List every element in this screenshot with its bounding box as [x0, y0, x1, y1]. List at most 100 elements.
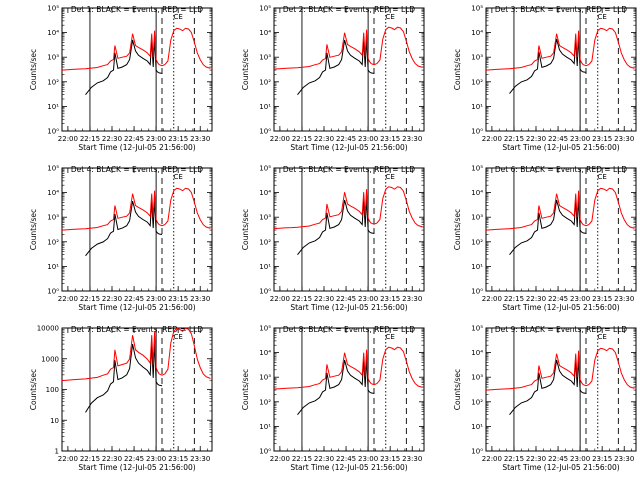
lld-series-line [273, 346, 423, 390]
panel-title: Det 4: BLACK = Events, RED = LLD [71, 165, 203, 174]
y-axis-label: Counts/sec [29, 49, 38, 90]
lld-series-line [273, 186, 423, 230]
x-tick-label: 23:00 [358, 135, 378, 143]
panel-det-6: Det 6: BLACK = Events, RED = LLD 10⁰ 10¹ 10… [453, 165, 637, 312]
y-tick-label: 1000 [41, 355, 59, 363]
x-tick-label: 22:30 [526, 135, 546, 143]
ce-annotation: CE [598, 333, 607, 341]
y-axis-label: Counts/sec [453, 369, 462, 410]
y-tick-label: 10¹ [259, 263, 271, 271]
x-tick-label: 23:00 [570, 455, 590, 463]
y-axis-label: Counts/sec [29, 209, 38, 250]
x-tick-label: 22:00 [482, 135, 502, 143]
ce-annotation: CE [598, 173, 607, 181]
y-tick-label: 10⁴ [259, 29, 271, 37]
panel-title: Det 3: BLACK = Events, RED = LLD [495, 5, 627, 14]
ce-annotation: CE [386, 333, 395, 341]
x-tick-label: 22:15 [80, 295, 100, 303]
x-tick-label: 22:45 [124, 455, 144, 463]
y-axis-label: Counts/sec [241, 209, 250, 250]
x-tick-label: 22:30 [102, 455, 122, 463]
x-tick-label: 22:30 [102, 295, 122, 303]
y-tick-label: 10⁰ [259, 128, 271, 136]
y-tick-label: 10⁵ [471, 165, 483, 173]
y-axis-label: Counts/sec [453, 209, 462, 250]
x-tick-label: 23:30 [402, 135, 422, 143]
plot-frame [273, 7, 425, 132]
y-tick-label: 10³ [47, 214, 59, 222]
x-tick-label: 23:00 [146, 295, 166, 303]
y-tick-label: 10² [471, 398, 483, 406]
x-tick-label: 23:15 [168, 295, 188, 303]
x-tick-label: 22:45 [124, 135, 144, 143]
x-tick-label: 22:30 [314, 455, 334, 463]
plot-frame [485, 327, 637, 452]
x-tick-label: 22:45 [548, 455, 568, 463]
panel-det-7: Det 7: BLACK = Events, RED = LLD 1 10 100 10… [29, 325, 213, 472]
x-tick-label: 22:45 [548, 295, 568, 303]
lld-series-line [485, 347, 635, 391]
ce-annotation: CE [598, 13, 607, 21]
panel-title: Det 8: BLACK = Events, RED = LLD [283, 325, 415, 334]
x-tick-label: 23:30 [614, 295, 634, 303]
x-tick-label: 22:30 [526, 295, 546, 303]
x-tick-label: 23:00 [358, 295, 378, 303]
x-tick-label: 22:15 [292, 455, 312, 463]
x-tick-label: 23:15 [380, 455, 400, 463]
y-tick-label: 10² [259, 78, 271, 86]
lld-series-line [485, 27, 635, 71]
x-axis-label: Start Time (12-Jul-05 21:56:00) [502, 463, 619, 472]
x-tick-label: 23:15 [592, 295, 612, 303]
panel-det-1: Det 1: BLACK = Events, RED = LLD 10⁰ 10¹ 10… [29, 5, 213, 152]
x-tick-label: 22:00 [270, 295, 290, 303]
y-tick-label: 10⁴ [471, 349, 483, 357]
y-tick-label: 10¹ [471, 103, 483, 111]
x-tick-label: 23:30 [402, 455, 422, 463]
y-tick-label: 10⁰ [259, 288, 271, 296]
x-tick-label: 22:00 [58, 135, 78, 143]
x-tick-label: 23:30 [614, 455, 634, 463]
plot-frame [273, 167, 425, 292]
panel-det-3: Det 3: BLACK = Events, RED = LLD 10⁰ 10¹ 10… [453, 5, 637, 152]
x-tick-label: 23:30 [190, 455, 210, 463]
x-tick-label: 23:00 [570, 135, 590, 143]
y-tick-label: 10⁰ [47, 288, 59, 296]
lld-series-line [61, 327, 211, 382]
x-tick-label: 23:15 [380, 135, 400, 143]
lld-series-line [485, 187, 635, 231]
y-tick-label: 10² [471, 238, 483, 246]
ce-annotation: CE [174, 13, 183, 21]
x-tick-label: 22:30 [314, 295, 334, 303]
x-tick-label: 22:30 [102, 135, 122, 143]
x-tick-label: 22:00 [270, 455, 290, 463]
panel-det-8: Det 8: BLACK = Events, RED = LLD 10⁰ 10¹ 10… [241, 325, 425, 472]
y-tick-label: 10000 [37, 325, 59, 333]
y-tick-label: 10³ [471, 374, 483, 382]
y-tick-label: 10⁰ [471, 448, 483, 456]
y-tick-label: 100 [46, 386, 59, 394]
y-tick-label: 10³ [47, 54, 59, 62]
plot-frame [273, 327, 425, 452]
x-tick-label: 23:15 [592, 135, 612, 143]
x-tick-label: 23:15 [168, 135, 188, 143]
plot-frame [61, 327, 213, 452]
plot-frame [485, 167, 637, 292]
y-tick-label: 1 [55, 448, 59, 456]
y-tick-label: 10³ [259, 214, 271, 222]
ce-annotation: CE [174, 173, 183, 181]
x-tick-label: 22:15 [80, 135, 100, 143]
x-tick-label: 23:00 [146, 135, 166, 143]
y-tick-label: 10⁰ [471, 288, 483, 296]
y-tick-label: 10³ [471, 214, 483, 222]
y-tick-label: 10² [259, 238, 271, 246]
panel-det-5: Det 5: BLACK = Events, RED = LLD 10⁰ 10¹ 10… [241, 165, 425, 312]
x-tick-label: 22:15 [80, 455, 100, 463]
x-tick-label: 22:45 [336, 135, 356, 143]
ce-annotation: CE [386, 13, 395, 21]
x-tick-label: 22:00 [482, 295, 502, 303]
y-axis-label: Counts/sec [29, 369, 38, 410]
y-tick-label: 10⁵ [259, 325, 271, 333]
y-tick-label: 10¹ [471, 263, 483, 271]
x-tick-label: 22:15 [292, 135, 312, 143]
